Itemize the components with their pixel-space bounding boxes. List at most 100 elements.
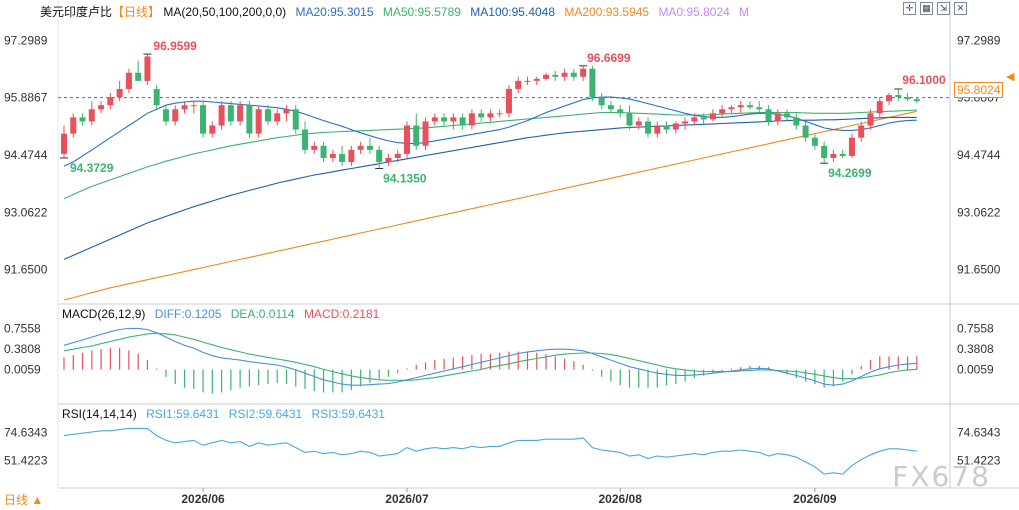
candle: [487, 113, 494, 118]
candle: [580, 68, 587, 77]
candle: [635, 121, 642, 126]
candle: [867, 113, 874, 126]
period-switch-button[interactable]: 日线 ▲: [4, 493, 44, 507]
period-tag[interactable]: 【日线】: [112, 5, 161, 19]
candle: [913, 99, 920, 102]
date-label: 2026/07: [385, 492, 429, 506]
ma-params[interactable]: MA(20,50,100,200,0,0): [163, 5, 287, 19]
candle: [79, 117, 86, 122]
symbol-name: 美元印度卢比: [40, 5, 113, 19]
date-label: 2026/08: [599, 492, 643, 506]
macd-tick-label-right: 0.3808: [957, 342, 994, 356]
grid-icon[interactable]: ▦: [920, 2, 933, 15]
ma0-value: MA0:95.8024: [658, 5, 730, 19]
macd-params[interactable]: MACD(26,12,9): [62, 307, 146, 321]
candle: [357, 145, 364, 150]
candle: [830, 153, 837, 158]
candle: [172, 109, 179, 122]
toolbar: ✛ ▦ ⇲ ✕: [903, 2, 967, 15]
ma20-line: [63, 96, 917, 167]
candle: [691, 117, 698, 122]
candle: [125, 72, 132, 89]
candle: [376, 149, 383, 163]
candle: [70, 117, 77, 134]
candle: [181, 105, 188, 110]
candle: [756, 107, 763, 110]
price-tick-label-left: 93.0622: [4, 205, 48, 219]
annotation-low-label: 94.2699: [828, 166, 872, 180]
candle: [468, 113, 475, 126]
candle: [839, 153, 846, 156]
candle: [135, 72, 142, 81]
candle: [626, 113, 633, 126]
candle: [904, 97, 911, 100]
candle: [886, 95, 893, 102]
candle: [366, 145, 373, 150]
candle: [403, 125, 410, 154]
candle: [543, 74, 550, 79]
annotation-high-label: 96.9599: [153, 39, 197, 53]
candle: [728, 107, 735, 110]
candle: [524, 80, 531, 82]
candle: [61, 133, 67, 154]
macd-dea-value: DEA:0.0114: [230, 307, 295, 321]
candle: [737, 105, 744, 108]
candle: [515, 80, 522, 89]
candle: [700, 117, 707, 120]
annotation-high-label: 96.6699: [587, 51, 631, 65]
candle: [441, 117, 448, 122]
rsi-line: [63, 427, 917, 475]
macd-header: MACD(26,12,9) DIFF:0.1205 DEA:0.0114 MAC…: [62, 307, 385, 321]
candle: [153, 88, 160, 106]
candle: [589, 68, 596, 98]
current-price-tag: 95.8024: [954, 82, 1004, 98]
candle: [895, 95, 902, 98]
candle: [311, 145, 318, 150]
candle: [774, 113, 781, 122]
candle: [200, 105, 207, 134]
candle: [821, 145, 828, 158]
candle: [598, 97, 605, 106]
candle: [533, 78, 540, 81]
ma50-line: [63, 109, 917, 200]
candle: [811, 137, 818, 146]
candle: [339, 153, 346, 163]
close-icon[interactable]: ✕: [954, 2, 967, 15]
macd-diff-value: DIFF:0.1205: [154, 307, 222, 321]
macd-tick-label-left: 0.3808: [4, 342, 41, 356]
candle: [672, 123, 679, 130]
candle: [422, 121, 429, 146]
candle: [496, 113, 503, 115]
rsi-tick-label-left: 74.6343: [4, 425, 48, 439]
candle: [450, 117, 457, 122]
rsi-header: RSI(14,14,14) RSI1:59.6431 RSI2:59.6431 …: [62, 407, 391, 421]
macd-diff-line: [63, 327, 917, 386]
candle: [329, 153, 336, 158]
rsi-params[interactable]: RSI(14,14,14): [62, 407, 137, 421]
candle: [876, 101, 883, 114]
export-icon[interactable]: ⇲: [937, 2, 950, 15]
rsi1-value: RSI1:59.6431: [146, 407, 220, 421]
candle: [348, 149, 355, 163]
candle: [848, 137, 855, 156]
macd-tick-label-right: 0.7558: [957, 322, 994, 336]
candle: [413, 125, 420, 146]
candle: [394, 153, 401, 158]
ma50-value: MA50:95.5789: [382, 5, 461, 19]
crosshair-icon[interactable]: ✛: [903, 2, 916, 15]
candle: [552, 74, 559, 77]
candle: [144, 56, 151, 81]
candle: [218, 105, 225, 126]
candle: [561, 72, 568, 77]
candle: [645, 121, 652, 134]
candle: [719, 109, 726, 114]
candle: [98, 105, 105, 110]
annotation-low-label: 94.3729: [70, 161, 114, 175]
macd-tick-label-right: 0.0059: [957, 363, 994, 377]
collapse-arrow-icon[interactable]: ◀: [1006, 70, 1015, 83]
candle: [209, 125, 216, 134]
candle: [385, 157, 392, 163]
macd-tick-label-left: 0.7558: [4, 322, 41, 336]
candle: [654, 125, 661, 134]
